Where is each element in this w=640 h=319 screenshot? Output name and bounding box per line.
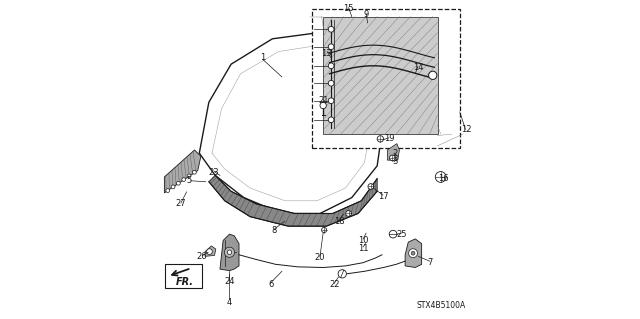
Circle shape — [227, 250, 232, 255]
Circle shape — [187, 174, 191, 178]
Circle shape — [166, 189, 170, 192]
Text: 20: 20 — [315, 254, 325, 263]
Text: FR.: FR. — [176, 278, 194, 287]
Circle shape — [377, 136, 383, 142]
Polygon shape — [323, 17, 438, 134]
Polygon shape — [199, 33, 383, 213]
Text: 15: 15 — [343, 4, 354, 13]
Bar — [165, 264, 202, 288]
Circle shape — [408, 249, 417, 258]
Circle shape — [368, 184, 374, 189]
Circle shape — [171, 185, 175, 189]
Polygon shape — [164, 150, 201, 193]
Text: 1: 1 — [260, 53, 266, 62]
Text: 14: 14 — [413, 63, 424, 72]
Circle shape — [182, 178, 186, 182]
Circle shape — [328, 26, 334, 32]
Text: 6: 6 — [268, 280, 273, 289]
Text: 9: 9 — [364, 11, 369, 19]
Bar — [312, 9, 460, 148]
Text: 16: 16 — [438, 174, 449, 183]
Circle shape — [328, 117, 334, 123]
Text: 10: 10 — [358, 236, 369, 245]
Text: 27: 27 — [175, 199, 186, 208]
Text: 13: 13 — [321, 48, 332, 58]
Text: 12: 12 — [461, 125, 471, 134]
Text: 11: 11 — [358, 244, 369, 253]
Circle shape — [328, 80, 334, 86]
Text: 4: 4 — [227, 298, 232, 307]
Text: 25: 25 — [397, 230, 407, 239]
Circle shape — [338, 270, 346, 278]
Circle shape — [328, 44, 334, 50]
Text: STX4B5100A: STX4B5100A — [417, 301, 466, 310]
Circle shape — [435, 172, 446, 182]
Circle shape — [429, 71, 437, 79]
Circle shape — [177, 181, 180, 185]
Text: 22: 22 — [329, 280, 340, 289]
Text: 26: 26 — [196, 252, 207, 261]
Polygon shape — [205, 246, 216, 256]
Polygon shape — [209, 175, 377, 226]
Polygon shape — [220, 234, 239, 271]
Circle shape — [320, 102, 326, 109]
Circle shape — [328, 98, 334, 104]
Text: 21: 21 — [318, 96, 328, 105]
Text: 23: 23 — [208, 168, 219, 177]
Circle shape — [389, 230, 397, 238]
Text: 8: 8 — [271, 226, 276, 235]
Circle shape — [411, 251, 415, 255]
Text: 7: 7 — [427, 258, 432, 267]
Circle shape — [225, 247, 235, 257]
Text: 2: 2 — [392, 149, 397, 158]
Text: 19: 19 — [384, 134, 394, 143]
Text: 3: 3 — [392, 157, 397, 166]
Polygon shape — [387, 144, 399, 160]
Text: 18: 18 — [333, 217, 344, 226]
Text: 17: 17 — [378, 191, 389, 201]
Text: 24: 24 — [224, 277, 235, 286]
Circle shape — [390, 155, 396, 161]
Circle shape — [207, 249, 212, 255]
Circle shape — [328, 63, 334, 69]
Text: 5: 5 — [186, 176, 192, 185]
Circle shape — [346, 211, 351, 216]
Polygon shape — [405, 239, 422, 268]
Circle shape — [193, 170, 196, 174]
Circle shape — [321, 227, 326, 233]
